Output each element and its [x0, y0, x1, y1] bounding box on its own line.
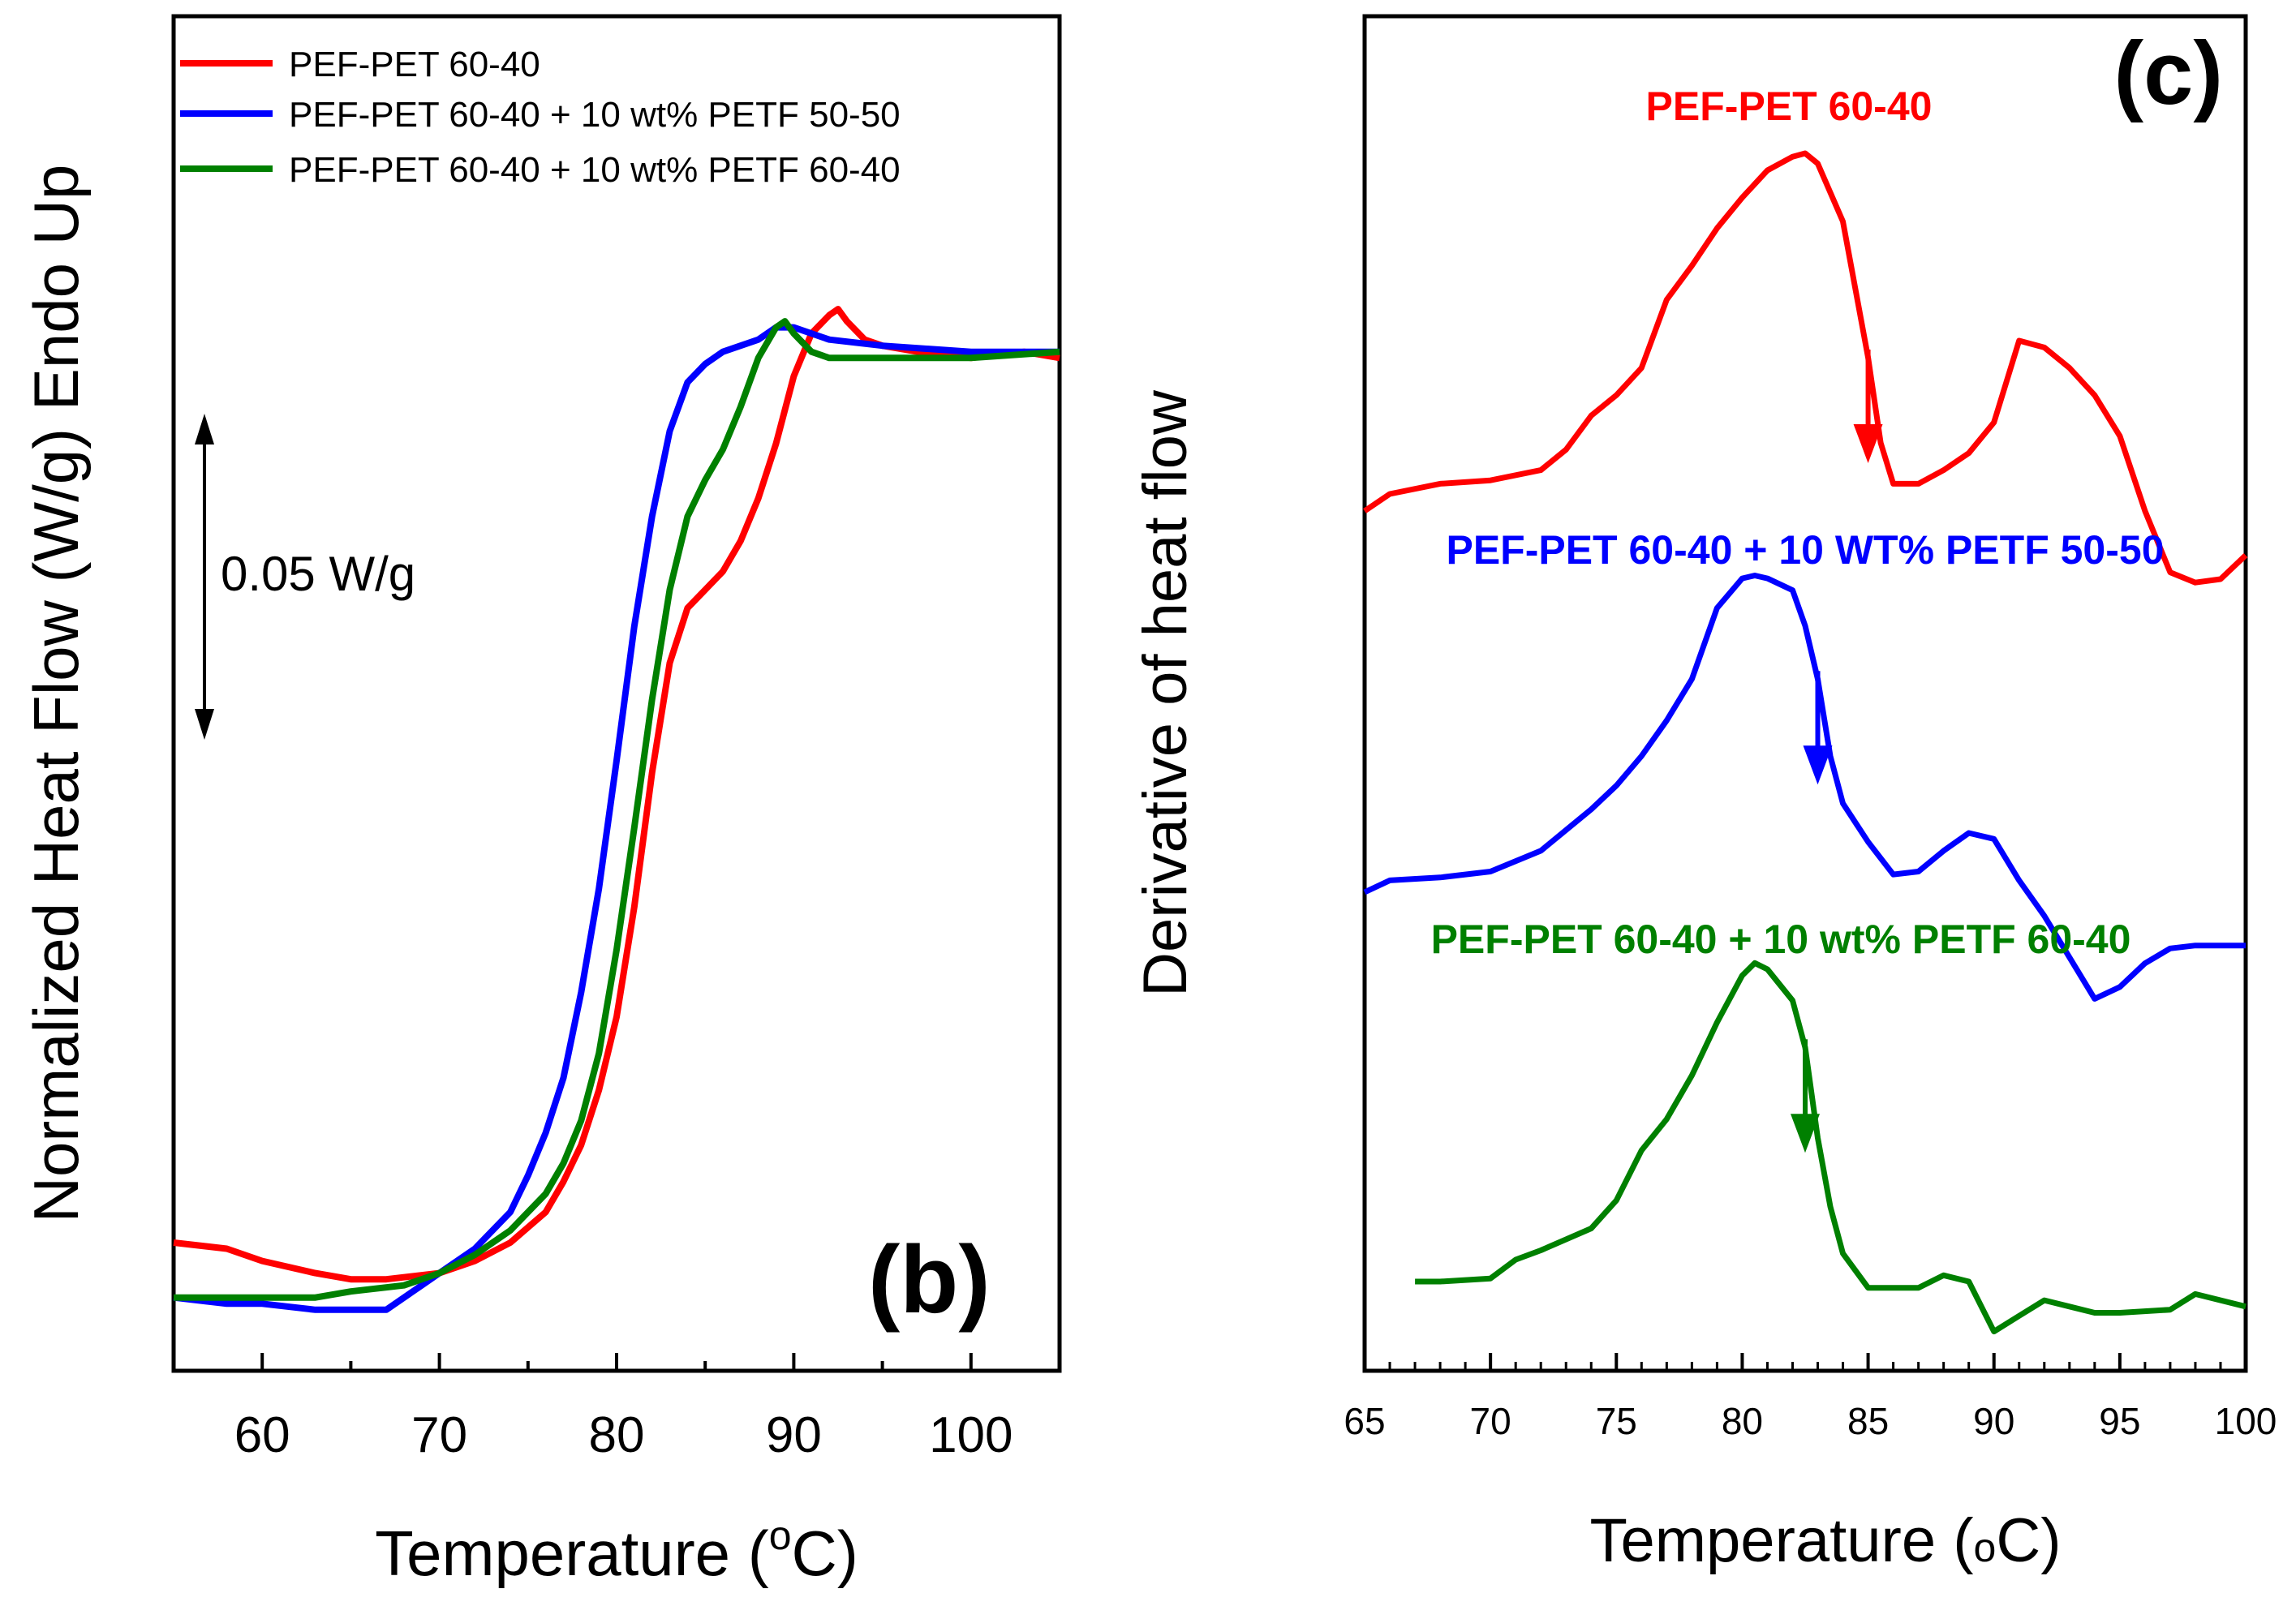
panel-c-series-group: [1363, 150, 2248, 1335]
panel-c-x-label-end: C): [1996, 1506, 2061, 1575]
panel-c-x-label-main: Temperature (: [1589, 1506, 1973, 1575]
panel-c-tick-label: 85: [1847, 1400, 1889, 1442]
legend-label-1: PEF-PET 60-40: [289, 45, 540, 84]
panel-c-tick-label: 65: [1344, 1400, 1385, 1442]
scale-bar-label: 0.05 W/g: [221, 547, 415, 601]
panel-c-x-ticks: 65 70 75 80 85 90 95 100: [1344, 1353, 2277, 1442]
panel-c-x-label-sup: o: [1974, 1525, 1997, 1570]
panel-b-label: (b): [868, 1226, 991, 1333]
panel-c-tick-label: 95: [2099, 1400, 2140, 1442]
panel-c-tick-label: 100: [2215, 1400, 2277, 1442]
panel-b-x-label-main: Temperature (: [375, 1518, 769, 1589]
panel-c-tick-label: 75: [1596, 1400, 1637, 1442]
panel-c: 65 70 75 80 85 90 95 100 PEF-PET 60-40 PEF-PET …: [1131, 14, 2277, 1575]
label-green-curve: PEF-PET 60-40 + 10 wt% PETF 60-40: [1431, 917, 2131, 962]
panel-b: 60 70 80 90 100 PEF-PET 60-40 PEF-PET 60-40 …: [20, 14, 1062, 1589]
panel-c-frame: [1362, 14, 2248, 1373]
panel-c-series-line-1: [1363, 150, 2248, 586]
panel-c-y-axis-label: Derivative of heat flow: [1131, 389, 1200, 997]
panel-b-legend: PEF-PET 60-40 PEF-PET 60-40 + 10 wt% PET…: [180, 45, 901, 190]
panel-b-tick-label: 60: [234, 1407, 290, 1463]
panel-b-series-line-1: [173, 306, 1060, 1283]
label-red-curve: PEF-PET 60-40: [1646, 84, 1933, 129]
scale-bar: 0.05 W/g: [195, 414, 415, 740]
panel-b-series-line-3: [174, 318, 1060, 1301]
scale-bar-arrowhead-bottom: [195, 709, 214, 740]
panel-c-arrowhead-3: [1791, 1114, 1820, 1153]
panel-c-tick-label: 70: [1470, 1400, 1511, 1442]
panel-c-x-axis-label: Temperature (oC): [1589, 1506, 2061, 1575]
label-blue-curve: PEF-PET 60-40 + 10 WT% PETF 50-50: [1446, 527, 2164, 573]
panel-b-tick-label: 80: [589, 1407, 645, 1463]
panel-c-arrowhead-1: [1853, 424, 1883, 463]
legend-label-2: PEF-PET 60-40 + 10 wt% PETF 50-50: [289, 95, 901, 135]
panel-c-series-line-2: [1363, 573, 2246, 1002]
panel-b-x-ticks: 60 70 80 90 100: [172, 1353, 1061, 1463]
panel-b-tick-label: 70: [411, 1407, 467, 1463]
panel-b-x-label-end: C): [792, 1518, 858, 1589]
panel-c-tick-label: 80: [1722, 1400, 1763, 1442]
panel-b-series-group: [173, 306, 1060, 1313]
panel-b-tick-label: 100: [929, 1407, 1013, 1463]
panel-b-series-line-2: [173, 324, 1060, 1313]
panel-c-series-line-3: [1415, 960, 2247, 1335]
panel-b-x-label-sup: o: [769, 1513, 792, 1558]
panel-c-tick-label: 90: [1973, 1400, 2014, 1442]
panel-b-y-axis-label: Normalized Heat Flow (W/g) Endo Up: [20, 165, 92, 1223]
panel-b-tick-label: 90: [766, 1407, 822, 1463]
panel-b-x-axis-label: Temperature (oC): [375, 1513, 858, 1589]
scale-bar-arrowhead-top: [195, 414, 214, 444]
panel-c-label: (c): [2114, 24, 2223, 123]
panel-c-arrowhead-2: [1803, 745, 1833, 785]
legend-label-3: PEF-PET 60-40 + 10 wt% PETF 60-40: [289, 150, 901, 190]
